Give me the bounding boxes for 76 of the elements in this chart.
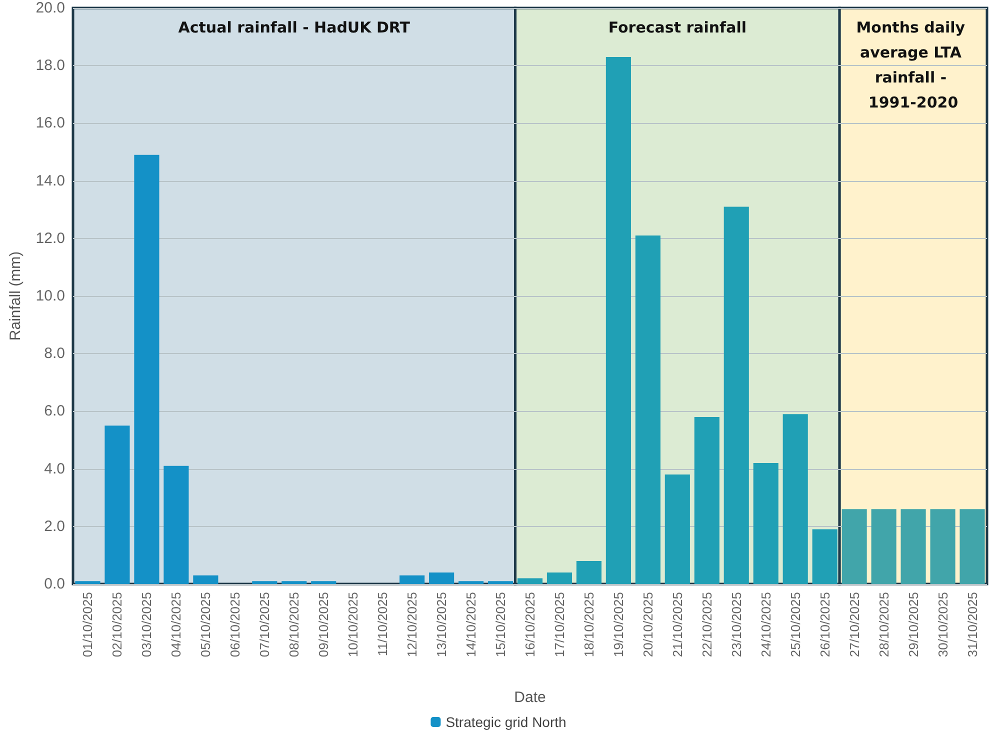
x-tick-label: 19/10/2025 xyxy=(610,592,626,658)
bar xyxy=(429,572,454,584)
bar xyxy=(664,474,690,584)
x-tick-label: 24/10/2025 xyxy=(758,592,774,658)
bar xyxy=(960,509,985,584)
bar xyxy=(546,572,572,584)
y-tick-label: 20.0 xyxy=(36,0,65,16)
x-tick-label: 16/10/2025 xyxy=(522,592,538,658)
bar xyxy=(842,509,867,584)
x-axis-title: Date xyxy=(514,689,546,706)
x-tick-label: 10/10/2025 xyxy=(346,592,361,658)
bar xyxy=(606,56,631,584)
bar xyxy=(134,154,160,584)
bar xyxy=(164,466,189,584)
bar xyxy=(576,560,602,584)
x-tick-label: 31/10/2025 xyxy=(964,592,980,658)
x-tick-label: 26/10/2025 xyxy=(817,592,832,658)
bar xyxy=(753,463,778,584)
x-tick-label: 13/10/2025 xyxy=(434,592,450,658)
bar xyxy=(930,509,956,584)
band-label: Forecast rainfall xyxy=(608,18,746,36)
x-tick-label: 09/10/2025 xyxy=(316,592,332,658)
x-tick-label: 04/10/2025 xyxy=(168,592,184,658)
bar xyxy=(724,206,749,584)
bar xyxy=(871,509,896,584)
x-tick-label: 05/10/2025 xyxy=(198,592,214,658)
bar xyxy=(812,529,838,584)
band-label: Actual rainfall - HadUK DRT xyxy=(178,18,411,36)
bar xyxy=(75,581,100,584)
x-tick-label: 02/10/2025 xyxy=(110,592,125,658)
x-tick-label: 11/10/2025 xyxy=(375,592,390,656)
x-tick-label: 15/10/2025 xyxy=(493,592,508,658)
y-tick-label: 0.0 xyxy=(44,576,65,592)
x-tick-label: 30/10/2025 xyxy=(935,592,950,658)
y-tick-label: 10.0 xyxy=(36,288,65,304)
bar xyxy=(104,426,130,584)
bar xyxy=(694,416,720,584)
x-tick-label: 22/10/2025 xyxy=(699,592,714,658)
bar xyxy=(517,578,543,584)
bar xyxy=(488,581,514,584)
x-tick-label: 06/10/2025 xyxy=(228,592,243,658)
x-tick-label: 07/10/2025 xyxy=(257,592,272,658)
y-tick-label: 8.0 xyxy=(44,345,65,362)
x-tick-label: 17/10/2025 xyxy=(552,592,567,658)
y-tick-label: 4.0 xyxy=(44,460,65,478)
y-tick-label: 12.0 xyxy=(36,230,65,247)
x-tick-label: 18/10/2025 xyxy=(581,592,596,658)
x-tick-label: 21/10/2025 xyxy=(670,592,685,658)
bar xyxy=(458,581,484,584)
x-tick-label: 08/10/2025 xyxy=(286,592,302,658)
y-tick-label: 18.0 xyxy=(36,57,65,74)
y-axis-title: Rainfall (mm) xyxy=(7,251,24,341)
y-tick-label: 14.0 xyxy=(36,172,65,190)
x-tick-label: 12/10/2025 xyxy=(404,592,420,658)
bar xyxy=(782,414,808,584)
y-tick-label: 2.0 xyxy=(44,518,65,535)
x-tick-label: 25/10/2025 xyxy=(788,592,803,658)
bar xyxy=(400,575,425,584)
bar xyxy=(900,509,926,584)
bar xyxy=(635,236,660,584)
x-tick-label: 14/10/2025 xyxy=(464,592,479,658)
x-tick-label: 03/10/2025 xyxy=(139,592,154,658)
bar xyxy=(311,581,336,584)
bar xyxy=(193,575,218,584)
x-tick-label: 27/10/2025 xyxy=(846,592,862,658)
bar xyxy=(282,581,307,584)
x-tick-label: 20/10/2025 xyxy=(640,592,656,658)
y-tick-label: 16.0 xyxy=(36,114,65,132)
band-label: Months daily average LTA rainfall - 1991-2020 xyxy=(856,18,970,112)
x-tick-label: 01/10/2025 xyxy=(80,592,96,658)
x-tick-label: 29/10/2025 xyxy=(906,592,921,658)
legend-label: Strategic grid North xyxy=(446,714,566,730)
bar xyxy=(252,581,278,584)
x-tick-label: 23/10/2025 xyxy=(728,592,744,658)
y-tick-label: 6.0 xyxy=(44,402,65,420)
x-tick-label: 28/10/2025 xyxy=(876,592,892,658)
